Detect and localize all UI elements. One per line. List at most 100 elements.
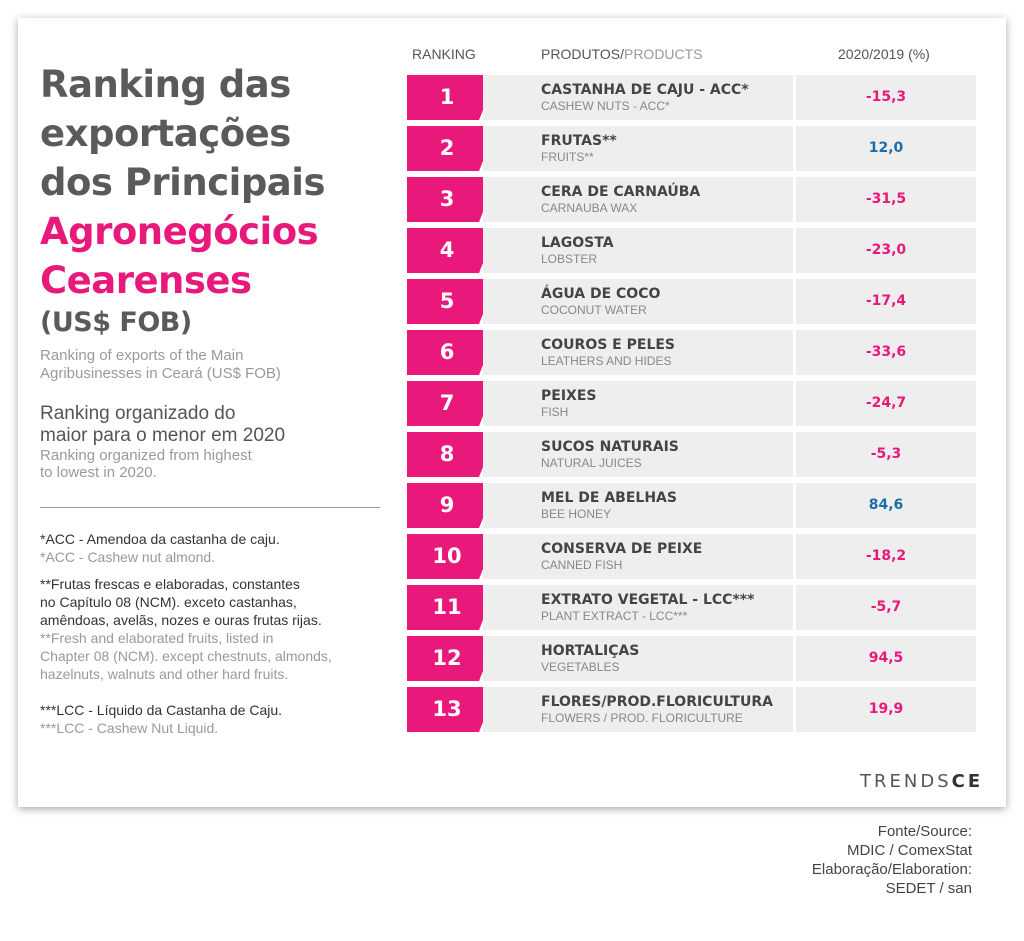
rank-badge: 12 (407, 636, 497, 681)
source-line: SEDET / san (885, 880, 972, 897)
product-cell: HORTALIÇAS VEGETABLES (483, 636, 793, 681)
table-row: 1 CASTANHA DE CAJU - ACC* CASHEW NUTS - A… (407, 75, 976, 120)
subtitle-line: Ranking of exports of the Main (40, 347, 244, 364)
note-line: no Capítulo 08 (NCM). exceto castanhas, (40, 594, 297, 610)
table-row: 9 MEL DE ABELHAS BEE HONEY 84,6 (407, 483, 976, 528)
rank-number: 5 (439, 289, 455, 313)
rank-number: 4 (439, 238, 455, 262)
change-value: -33,6 (796, 330, 976, 375)
note-acc-pt: *ACC - Amendoa da castanha de caju. (40, 531, 280, 547)
title-highlight: Cearenses (40, 259, 252, 302)
table-row: 11 EXTRATO VEGETAL - LCC*** PLANT EXTRACT… (407, 585, 976, 630)
infographic-card: Ranking das exportações dos Principais A… (18, 18, 1006, 807)
logo-text: TRENDS (860, 771, 952, 792)
rank-badge: 3 (407, 177, 497, 222)
product-name-pt: CERA DE CARNAÚBA (541, 184, 701, 200)
footnotes: *ACC - Amendoa da castanha de caju. *ACC… (40, 530, 390, 737)
product-name-en: FRUITS** (541, 150, 594, 164)
table-row: 12 HORTALIÇAS VEGETABLES 94,5 (407, 636, 976, 681)
note-acc-en: *ACC - Cashew nut almond. (40, 549, 216, 565)
header-ranking: RANKING (412, 46, 476, 62)
product-name-en: CANNED FISH (541, 558, 623, 572)
change-value: -23,0 (796, 228, 976, 273)
rank-badge: 9 (407, 483, 497, 528)
source-credits: Fonte/Source: MDIC / ComexStat Elaboraçã… (812, 822, 972, 898)
product-name-pt: HORTALIÇAS (541, 643, 640, 659)
subtitle-english: Ranking of exports of the Main Agribusin… (40, 347, 385, 383)
change-value: -31,5 (796, 177, 976, 222)
table-row: 6 COUROS E PELES LEATHERS AND HIDES -33,6 (407, 330, 976, 375)
product-cell: FRUTAS** FRUITS** (483, 126, 793, 171)
rank-number: 2 (439, 136, 455, 160)
note-line: Chapter 08 (NCM). except chestnuts, almo… (40, 648, 332, 664)
change-value: -17,4 (796, 279, 976, 324)
rank-badge: 5 (407, 279, 497, 324)
product-name-pt: FRUTAS** (541, 133, 617, 149)
rank-badge: 7 (407, 381, 497, 426)
rank-number: 1 (439, 85, 455, 109)
product-cell: COUROS E PELES LEATHERS AND HIDES (483, 330, 793, 375)
ranking-description-pt: Ranking organizado do maior para o menor… (40, 403, 385, 447)
table-row: 4 LAGOSTA LOBSTER -23,0 (407, 228, 976, 273)
header-products-pt: PRODUTOS/ (541, 46, 624, 62)
title-line: exportações (40, 112, 291, 155)
product-cell: FLORES/PROD.FLORICULTURA FLOWERS / PROD. … (483, 687, 793, 732)
product-name-pt: CASTANHA DE CAJU - ACC* (541, 82, 749, 98)
rank-badge: 4 (407, 228, 497, 273)
note-lcc-en: ***LCC - Cashew Nut Liquid. (40, 720, 219, 736)
table-row: 7 PEIXES FISH -24,7 (407, 381, 976, 426)
change-value: 94,5 (796, 636, 976, 681)
rank-number: 9 (439, 493, 455, 517)
product-name-pt: SUCOS NATURAIS (541, 439, 679, 455)
source-line: MDIC / ComexStat (846, 842, 972, 859)
note-fruits-pt: **Frutas frescas e elaboradas, constante… (40, 575, 390, 629)
table-row: 3 CERA DE CARNAÚBA CARNAUBA WAX -31,5 (407, 177, 976, 222)
change-value: -5,3 (796, 432, 976, 477)
rank-badge: 6 (407, 330, 497, 375)
product-cell: MEL DE ABELHAS BEE HONEY (483, 483, 793, 528)
rank-number: 7 (439, 391, 455, 415)
note-lcc-pt: ***LCC - Líquido da Castanha de Caju. (40, 702, 283, 718)
product-name-pt: MEL DE ABELHAS (541, 490, 677, 506)
note-line: hazelnuts, walnuts and other hard fruits… (40, 666, 289, 682)
rank-badge: 2 (407, 126, 497, 171)
change-value: -15,3 (796, 75, 976, 120)
trendsce-logo: TRENDSCE (860, 771, 983, 792)
table-row: 5 ÁGUA DE COCO COCONUT WATER -17,4 (407, 279, 976, 324)
product-name-pt: LAGOSTA (541, 235, 614, 251)
note-line: **Frutas frescas e elaboradas, constante… (40, 576, 300, 592)
product-name-en: VEGETABLES (541, 660, 620, 674)
change-value: -5,7 (796, 585, 976, 630)
ranking-en-line: to lowest in 2020. (40, 464, 157, 481)
title-highlight: Agronegócios (40, 210, 319, 253)
divider (40, 507, 380, 508)
product-name-pt: COUROS E PELES (541, 337, 676, 353)
title-currency: (US$ FOB) (40, 307, 192, 338)
table-row: 8 SUCOS NATURAIS NATURAL JUICES -5,3 (407, 432, 976, 477)
ranking-pt-line: maior para o menor em 2020 (40, 425, 286, 446)
product-name-en: FISH (541, 405, 569, 419)
note-line: amêndoas, avelãs, nozes e ouras frutas r… (40, 612, 322, 628)
rank-number: 6 (439, 340, 455, 364)
header-change: 2020/2019 (%) (838, 46, 930, 62)
source-line: Elaboração/Elaboration: (811, 861, 972, 878)
ranking-en-line: Ranking organized from highest (40, 447, 252, 464)
product-name-en: CASHEW NUTS - ACC* (541, 99, 670, 113)
rank-number: 3 (439, 187, 455, 211)
product-name-en: LOBSTER (541, 252, 598, 266)
product-cell: PEIXES FISH (483, 381, 793, 426)
rank-badge: 8 (407, 432, 497, 477)
change-value: 12,0 (796, 126, 976, 171)
product-name-en: BEE HONEY (541, 507, 612, 521)
change-value: -24,7 (796, 381, 976, 426)
title-line: Ranking das (40, 63, 291, 106)
subtitle-line: Agribusinesses in Ceará (US$ FOB) (40, 365, 281, 382)
note-line: **Fresh and elaborated fruits, listed in (40, 630, 274, 646)
product-name-en: PLANT EXTRACT - LCC*** (541, 609, 688, 623)
rank-number: 12 (432, 646, 462, 670)
header-products-en: PRODUCTS (623, 46, 703, 62)
source-line: Fonte/Source: (877, 823, 972, 840)
product-name-pt: EXTRATO VEGETAL - LCC*** (541, 592, 755, 608)
note-fruits-en: **Fresh and elaborated fruits, listed in… (40, 629, 390, 683)
product-name-pt: PEIXES (541, 388, 597, 404)
